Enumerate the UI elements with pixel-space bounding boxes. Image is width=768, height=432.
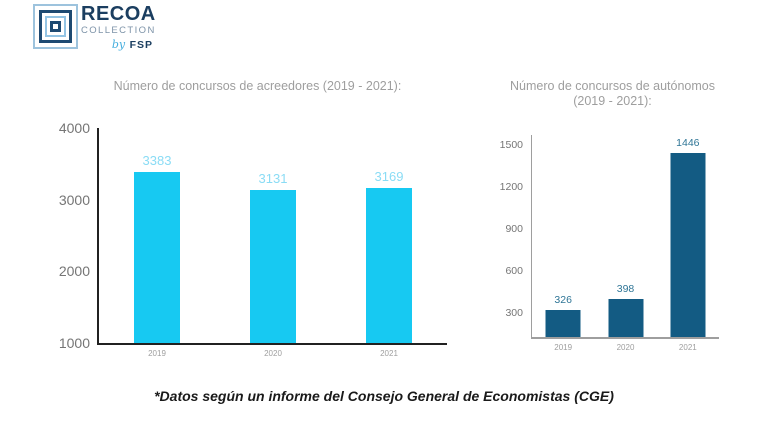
chart-plot-area: 1500 1200 900 600 300 326 2019 398 2020 1446 2021 (500, 135, 719, 352)
bar-value-label: 326 (554, 293, 572, 306)
x-axis-tick-label: 2020 (616, 343, 635, 352)
chart-title: Número de concursos de acreedores (2019 … (113, 79, 402, 93)
bar-2021 (670, 152, 706, 337)
chart-plot-area: 4000 3000 2000 1000 3383 2019 3131 2020 3169 2021 (59, 120, 447, 358)
bar-2021 (366, 187, 412, 343)
y-axis-tick-label: 900 (505, 223, 523, 236)
logo-square-inner (50, 21, 61, 32)
logo-text: RECOA COLLECTION by FSP (81, 3, 156, 52)
logo-square-3 (45, 16, 66, 37)
y-axis-tick-label: 1500 (499, 139, 523, 152)
y-axis-tick-label: 300 (505, 307, 523, 320)
x-axis-tick-label: 2019 (554, 343, 573, 352)
bar-value-label: 1446 (676, 136, 700, 149)
y-axis-tick-label: 1200 (499, 181, 523, 194)
x-axis-tick-label: 2019 (148, 349, 166, 358)
logo-title: RECOA (81, 3, 156, 25)
bar-value-label: 3169 (374, 168, 404, 184)
bar-2019 (134, 172, 180, 343)
chart-title: Número de concursos de autónomos (2019 -… (510, 79, 715, 108)
bar-value-label: 3131 (258, 171, 288, 187)
concentric-squares-icon (33, 4, 78, 49)
bar-value-label: 3383 (142, 153, 172, 169)
chart-concursos-acreedores: Número de concursos de acreedores (2019 … (59, 76, 455, 358)
y-axis-tick-label: 1000 (58, 335, 90, 351)
bar-value-label: 398 (616, 283, 635, 296)
source-note: *Datos según un informe del Consejo Gene… (154, 388, 614, 404)
y-axis-tick-label: 600 (505, 265, 523, 278)
bar-2020 (608, 299, 643, 337)
y-axis-tick-label: 3000 (58, 191, 90, 208)
logo-subtitle: COLLECTION (81, 25, 156, 36)
logo-square-outer (33, 4, 78, 49)
logo-brand: FSP (129, 39, 153, 51)
y-axis-tick-label: 4000 (58, 120, 90, 136)
logo-square-2 (39, 10, 72, 43)
bar-2020 (250, 190, 296, 343)
x-axis-tick-label: 2021 (380, 349, 398, 358)
bar-2019 (545, 309, 581, 337)
x-axis-tick-label: 2020 (264, 349, 282, 358)
recoa-logo: RECOA COLLECTION by FSP (33, 3, 156, 52)
logo-by-script: by (111, 38, 126, 51)
chart-concursos-autonomos: Número de concursos de autónomos (2019 -… (500, 76, 720, 352)
logo-byline: by FSP (81, 37, 153, 52)
x-axis-tick-label: 2021 (678, 343, 697, 352)
y-axis-tick-label: 2000 (58, 263, 90, 280)
